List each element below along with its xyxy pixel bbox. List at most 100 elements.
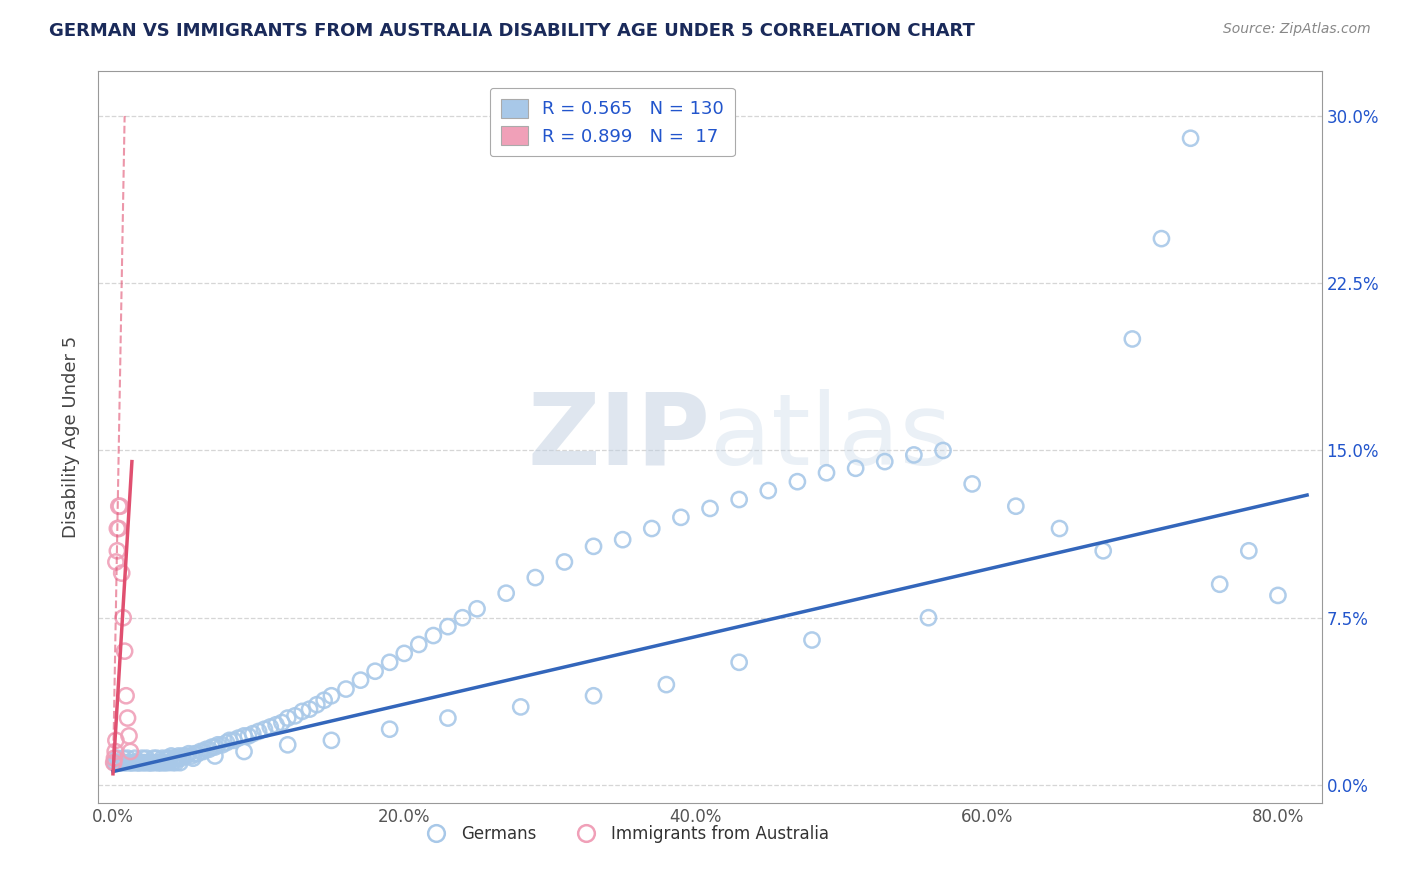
- Point: [103, 751, 125, 765]
- Point: [378, 723, 401, 737]
- Point: [422, 628, 444, 642]
- Point: [108, 756, 131, 770]
- Point: [112, 751, 135, 765]
- Point: [128, 756, 150, 770]
- Y-axis label: Disability Age Under 5: Disability Age Under 5: [62, 336, 80, 538]
- Point: [188, 744, 212, 758]
- Point: [170, 751, 193, 765]
- Point: [105, 751, 128, 765]
- Point: [451, 611, 474, 625]
- Point: [105, 521, 128, 535]
- Point: [1267, 589, 1289, 603]
- Point: [1004, 500, 1026, 514]
- Point: [134, 756, 156, 770]
- Point: [139, 756, 162, 770]
- Point: [104, 733, 127, 747]
- Point: [118, 729, 141, 743]
- Point: [195, 742, 218, 756]
- Point: [157, 756, 180, 770]
- Point: [181, 751, 204, 765]
- Point: [1237, 544, 1260, 558]
- Point: [105, 544, 128, 558]
- Point: [215, 735, 238, 749]
- Point: [364, 664, 387, 679]
- Text: Source: ZipAtlas.com: Source: ZipAtlas.com: [1223, 22, 1371, 37]
- Point: [465, 602, 488, 616]
- Point: [141, 756, 163, 770]
- Point: [873, 455, 896, 469]
- Point: [204, 740, 226, 755]
- Point: [845, 461, 868, 475]
- Point: [104, 756, 127, 770]
- Point: [321, 733, 343, 747]
- Point: [155, 756, 177, 770]
- Point: [152, 751, 174, 765]
- Point: [960, 476, 983, 491]
- Point: [104, 744, 127, 758]
- Point: [114, 644, 136, 658]
- Point: [111, 566, 134, 581]
- Point: [112, 611, 135, 625]
- Point: [115, 756, 138, 770]
- Text: GERMAN VS IMMIGRANTS FROM AUSTRALIA DISABILITY AGE UNDER 5 CORRELATION CHART: GERMAN VS IMMIGRANTS FROM AUSTRALIA DISA…: [49, 22, 976, 40]
- Point: [218, 733, 240, 747]
- Point: [1092, 544, 1115, 558]
- Point: [122, 756, 145, 770]
- Point: [201, 740, 224, 755]
- Point: [247, 724, 270, 739]
- Point: [211, 738, 233, 752]
- Point: [146, 756, 169, 770]
- Point: [728, 655, 751, 669]
- Point: [728, 492, 751, 507]
- Point: [166, 751, 188, 765]
- Point: [174, 749, 197, 764]
- Point: [172, 749, 194, 764]
- Point: [108, 521, 131, 535]
- Point: [127, 756, 149, 770]
- Point: [110, 756, 132, 770]
- Point: [156, 751, 179, 765]
- Point: [321, 689, 343, 703]
- Point: [495, 586, 517, 600]
- Point: [149, 756, 172, 770]
- Point: [163, 753, 186, 767]
- Point: [1049, 521, 1071, 535]
- Point: [111, 756, 134, 770]
- Point: [108, 500, 131, 514]
- Point: [131, 751, 153, 765]
- Text: ZIP: ZIP: [527, 389, 710, 485]
- Point: [163, 751, 186, 765]
- Text: atlas: atlas: [710, 389, 952, 485]
- Point: [786, 475, 808, 489]
- Point: [124, 751, 146, 765]
- Point: [582, 539, 605, 553]
- Point: [120, 756, 142, 770]
- Point: [222, 733, 245, 747]
- Point: [103, 756, 125, 770]
- Point: [655, 678, 678, 692]
- Point: [408, 637, 430, 651]
- Point: [198, 742, 221, 756]
- Point: [437, 620, 460, 634]
- Point: [226, 731, 249, 746]
- Point: [1150, 232, 1173, 246]
- Point: [277, 738, 299, 752]
- Point: [335, 682, 357, 697]
- Point: [612, 533, 634, 547]
- Point: [932, 443, 955, 458]
- Point: [1121, 332, 1143, 346]
- Legend: Germans, Immigrants from Australia: Germans, Immigrants from Australia: [413, 818, 837, 849]
- Point: [259, 720, 281, 734]
- Point: [1180, 131, 1202, 145]
- Point: [138, 756, 160, 770]
- Point: [160, 749, 183, 764]
- Point: [582, 689, 605, 703]
- Point: [284, 708, 307, 723]
- Point: [135, 751, 157, 765]
- Point: [233, 744, 256, 758]
- Point: [305, 698, 328, 712]
- Point: [378, 655, 401, 669]
- Point: [756, 483, 779, 498]
- Point: [917, 611, 939, 625]
- Point: [641, 521, 664, 535]
